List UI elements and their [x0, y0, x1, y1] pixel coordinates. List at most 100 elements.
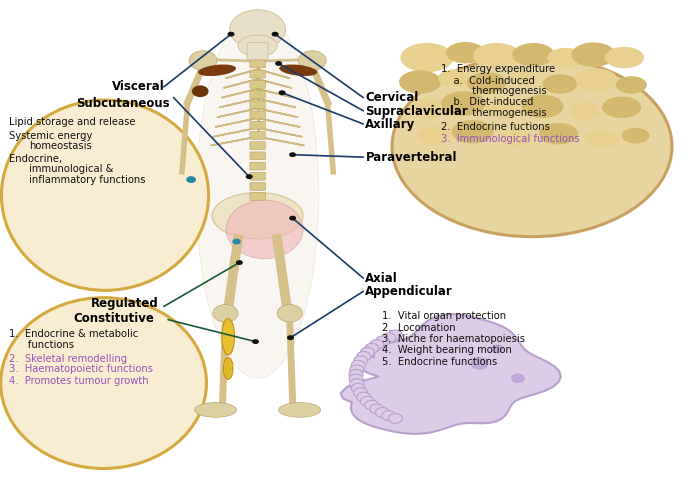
Circle shape — [360, 396, 374, 406]
FancyBboxPatch shape — [250, 162, 265, 170]
Text: Paravertebral: Paravertebral — [365, 151, 457, 163]
Ellipse shape — [441, 91, 486, 116]
Ellipse shape — [585, 130, 619, 148]
Ellipse shape — [486, 101, 519, 119]
Ellipse shape — [539, 123, 578, 144]
Circle shape — [370, 404, 384, 414]
Text: thermogenesis: thermogenesis — [441, 108, 547, 118]
FancyBboxPatch shape — [250, 111, 265, 119]
Circle shape — [236, 260, 243, 265]
Ellipse shape — [212, 192, 303, 239]
Text: Lipid storage and release: Lipid storage and release — [9, 117, 136, 127]
Ellipse shape — [547, 48, 584, 67]
Circle shape — [382, 333, 395, 343]
Ellipse shape — [605, 47, 644, 68]
Circle shape — [275, 61, 282, 66]
Text: 4.  Weight bearing motion: 4. Weight bearing motion — [382, 346, 512, 355]
Circle shape — [192, 85, 209, 97]
Text: 3.  Niche for haematopoiesis: 3. Niche for haematopoiesis — [382, 334, 524, 344]
Circle shape — [351, 384, 365, 393]
Circle shape — [272, 32, 279, 37]
Ellipse shape — [473, 43, 521, 69]
Text: 3.  Immunological functions: 3. Immunological functions — [441, 134, 580, 143]
Circle shape — [375, 407, 389, 417]
Circle shape — [232, 239, 241, 244]
Circle shape — [356, 392, 370, 402]
Circle shape — [351, 360, 365, 370]
Circle shape — [360, 347, 374, 357]
Circle shape — [350, 379, 364, 388]
Ellipse shape — [196, 12, 319, 378]
Circle shape — [277, 305, 302, 322]
Circle shape — [289, 216, 296, 221]
FancyBboxPatch shape — [250, 131, 265, 139]
Text: homeostasis: homeostasis — [29, 142, 92, 151]
Ellipse shape — [1, 298, 206, 468]
Ellipse shape — [571, 42, 616, 67]
Ellipse shape — [400, 43, 454, 72]
Circle shape — [511, 373, 525, 383]
Circle shape — [354, 356, 368, 366]
Circle shape — [252, 339, 259, 344]
FancyBboxPatch shape — [250, 183, 265, 190]
Ellipse shape — [510, 70, 538, 86]
Text: functions: functions — [9, 340, 74, 350]
Text: 1.  Endocrine & metabolic: 1. Endocrine & metabolic — [9, 329, 139, 339]
Text: 4.  Promotes tumour growth: 4. Promotes tumour growth — [9, 376, 148, 386]
Circle shape — [289, 152, 296, 157]
Text: 2.  Endocrine fuctions: 2. Endocrine fuctions — [441, 122, 550, 132]
Circle shape — [349, 374, 363, 384]
FancyBboxPatch shape — [250, 101, 265, 109]
Ellipse shape — [279, 64, 317, 76]
Ellipse shape — [226, 200, 303, 259]
Circle shape — [246, 174, 253, 179]
Circle shape — [389, 414, 402, 424]
FancyBboxPatch shape — [250, 60, 265, 68]
Ellipse shape — [222, 318, 235, 355]
Ellipse shape — [542, 74, 578, 94]
Circle shape — [349, 369, 363, 379]
Text: Regulated: Regulated — [91, 297, 158, 310]
Text: Subcutaneous: Subcutaneous — [76, 97, 169, 110]
Ellipse shape — [522, 95, 564, 118]
Ellipse shape — [223, 357, 233, 380]
Circle shape — [350, 365, 364, 375]
Ellipse shape — [198, 64, 236, 76]
Ellipse shape — [392, 56, 672, 237]
Text: Cervical: Cervical — [365, 91, 419, 104]
Ellipse shape — [622, 128, 650, 143]
Ellipse shape — [512, 43, 554, 66]
Text: 1.  Vital organ protection: 1. Vital organ protection — [382, 311, 505, 321]
Text: thermogenesis: thermogenesis — [441, 86, 547, 96]
FancyBboxPatch shape — [250, 70, 265, 78]
FancyBboxPatch shape — [250, 122, 265, 129]
Circle shape — [287, 335, 294, 340]
Circle shape — [298, 51, 326, 70]
Text: 2.  Locomation: 2. Locomation — [382, 323, 455, 333]
Ellipse shape — [438, 69, 469, 87]
Ellipse shape — [1, 100, 209, 290]
Text: 2.  Skeletal remodelling: 2. Skeletal remodelling — [9, 354, 127, 364]
Text: inflammatory functions: inflammatory functions — [29, 175, 146, 185]
PathPatch shape — [341, 314, 561, 434]
Ellipse shape — [501, 129, 532, 146]
Circle shape — [279, 90, 286, 95]
Text: Endocrine,: Endocrine, — [9, 154, 62, 163]
Text: Constitutive: Constitutive — [73, 312, 154, 325]
Circle shape — [354, 388, 368, 398]
Text: Systemic energy: Systemic energy — [9, 131, 92, 141]
Text: Supraclavicular: Supraclavicular — [365, 105, 468, 118]
Ellipse shape — [575, 68, 617, 92]
Circle shape — [389, 330, 402, 340]
FancyBboxPatch shape — [250, 152, 265, 160]
Ellipse shape — [452, 120, 493, 143]
Ellipse shape — [446, 42, 485, 63]
Ellipse shape — [417, 126, 451, 145]
Ellipse shape — [616, 76, 647, 94]
Ellipse shape — [195, 403, 237, 417]
FancyBboxPatch shape — [250, 91, 265, 99]
FancyBboxPatch shape — [250, 193, 265, 201]
Ellipse shape — [569, 102, 600, 120]
Circle shape — [189, 51, 217, 70]
Circle shape — [470, 357, 489, 370]
